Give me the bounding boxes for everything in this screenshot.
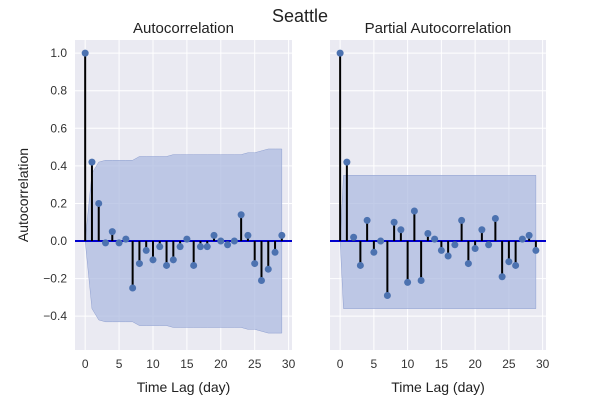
pacf-point-lag-5: [370, 248, 378, 256]
acf-point-lag-25: [251, 260, 259, 268]
pacf-x-tick-label: 10: [401, 357, 415, 371]
pacf-point-lag-0: [336, 49, 344, 57]
acf-x-tick-label: 15: [180, 357, 194, 371]
acf-x-ticks: 0 5 10 15 20 25 30: [82, 357, 296, 371]
acf-point-lag-28: [271, 248, 279, 256]
pacf-point-lag-19: [464, 260, 472, 268]
pacf-point-lag-21: [478, 226, 486, 234]
pacf-point-lag-20: [471, 245, 479, 253]
pacf-x-tick-label: 30: [536, 357, 550, 371]
pacf-point-lag-6: [377, 237, 385, 245]
acf-point-lag-19: [210, 231, 218, 239]
acf-title: Autocorrelation: [133, 20, 234, 37]
acf-panel: 0 5 10 15 20 25 30 −0.4−0.20.00.20.40.60.81.0 …: [15, 20, 296, 395]
pacf-x-tick-label: 20: [468, 357, 482, 371]
acf-point-lag-2: [95, 199, 103, 207]
pacf-x-tick-label: 0: [337, 357, 344, 371]
acf-x-tick-label: 30: [282, 357, 296, 371]
acf-point-lag-15: [183, 235, 191, 243]
acf-y-tick-label: 0.0: [50, 234, 67, 248]
acf-y-tick-label: 0.8: [50, 84, 67, 98]
acf-y-tick-label: 0.6: [50, 121, 67, 135]
acf-x-tick-label: 20: [214, 357, 228, 371]
pacf-point-lag-1: [343, 158, 351, 166]
pacf-point-lag-25: [505, 258, 513, 266]
pacf-point-lag-12: [417, 276, 425, 284]
acf-point-lag-12: [163, 261, 171, 269]
acf-point-lag-22: [230, 237, 238, 245]
acf-point-lag-26: [257, 276, 265, 284]
pacf-point-lag-8: [390, 218, 398, 226]
pacf-point-lag-9: [397, 226, 405, 234]
acf-y-tick-label: 0.2: [50, 196, 67, 210]
acf-point-lag-9: [142, 246, 150, 254]
acf-stems: [84, 53, 283, 288]
pacf-point-lag-16: [444, 252, 452, 260]
acf-point-lag-5: [115, 239, 123, 247]
pacf-x-tick-label: 5: [371, 357, 378, 371]
acf-point-lag-27: [264, 265, 272, 273]
acf-x-tick-label: 10: [146, 357, 160, 371]
acf-point-lag-23: [237, 211, 245, 219]
acf-x-tick-label: 25: [248, 357, 262, 371]
pacf-point-lag-28: [525, 231, 533, 239]
acf-point-lag-1: [88, 158, 96, 166]
pacf-point-lag-13: [424, 230, 432, 238]
pacf-point-lag-27: [518, 235, 526, 243]
pacf-point-lag-14: [431, 235, 439, 243]
pacf-point-lag-23: [491, 214, 499, 222]
pacf-point-lag-26: [512, 261, 520, 269]
pacf-point-lag-18: [458, 216, 466, 224]
acf-x-tick-label: 0: [82, 357, 89, 371]
pacf-point-lag-10: [404, 278, 412, 286]
pacf-point-lag-3: [356, 261, 364, 269]
pacf-x-ticks: 0 5 10 15 20 25 30: [337, 357, 550, 371]
pacf-point-lag-11: [410, 207, 418, 215]
pacf-point-lag-22: [485, 241, 493, 249]
pacf-point-lag-29: [532, 246, 540, 254]
acf-point-lag-8: [135, 260, 143, 268]
acf-point-lag-7: [129, 284, 137, 292]
pacf-point-lag-17: [451, 241, 459, 249]
acf-point-lag-16: [190, 261, 198, 269]
acf-point-lag-14: [176, 243, 184, 251]
acf-point-lag-0: [81, 49, 89, 57]
acf-point-lag-24: [244, 231, 252, 239]
acf-markers: [81, 49, 286, 292]
acf-point-lag-17: [196, 243, 204, 251]
acf-point-lag-18: [203, 243, 211, 251]
acf-point-lag-13: [169, 256, 177, 264]
acf-point-lag-3: [102, 239, 110, 247]
pacf-x-tick-label: 15: [435, 357, 449, 371]
pacf-point-lag-2: [350, 233, 358, 241]
acf-x-axis-label: Time Lag (day): [137, 379, 231, 395]
figure-title: Seattle: [272, 6, 328, 26]
pacf-markers: [336, 49, 540, 300]
acf-y-tick-label: −0.2: [43, 272, 67, 286]
acf-point-lag-6: [122, 235, 130, 243]
pacf-point-lag-24: [498, 273, 506, 281]
pacf-point-lag-15: [437, 246, 445, 254]
acf-y-ticks: −0.4 −0.2 0.0 0.2 0.4 0.6 0.8 1.0: [43, 46, 67, 323]
acf-y-tick-label: 0.4: [50, 159, 67, 173]
acf-y-tick-label: −0.4: [43, 309, 67, 323]
pacf-point-lag-7: [383, 292, 391, 300]
acf-point-lag-20: [217, 237, 225, 245]
pacf-x-axis-label: Time Lag (day): [391, 379, 485, 395]
acf-point-lag-11: [156, 243, 164, 251]
acf-point-lag-29: [278, 231, 286, 239]
acf-y-axis-label: Autocorrelation: [15, 148, 31, 242]
pacf-point-lag-4: [363, 216, 371, 224]
acf-y-tick-label: 1.0: [50, 46, 67, 60]
acf-point-lag-10: [149, 256, 157, 264]
pacf-title: Partial Autocorrelation: [365, 20, 512, 37]
pacf-x-tick-label: 25: [502, 357, 516, 371]
acf-x-tick-label: 5: [116, 357, 123, 371]
pacf-panel: 0 5 10 15 20 25 30 Partial Autocorrelation Tim…: [330, 20, 550, 395]
acf-point-lag-4: [108, 228, 116, 236]
acf-point-lag-21: [224, 241, 232, 249]
